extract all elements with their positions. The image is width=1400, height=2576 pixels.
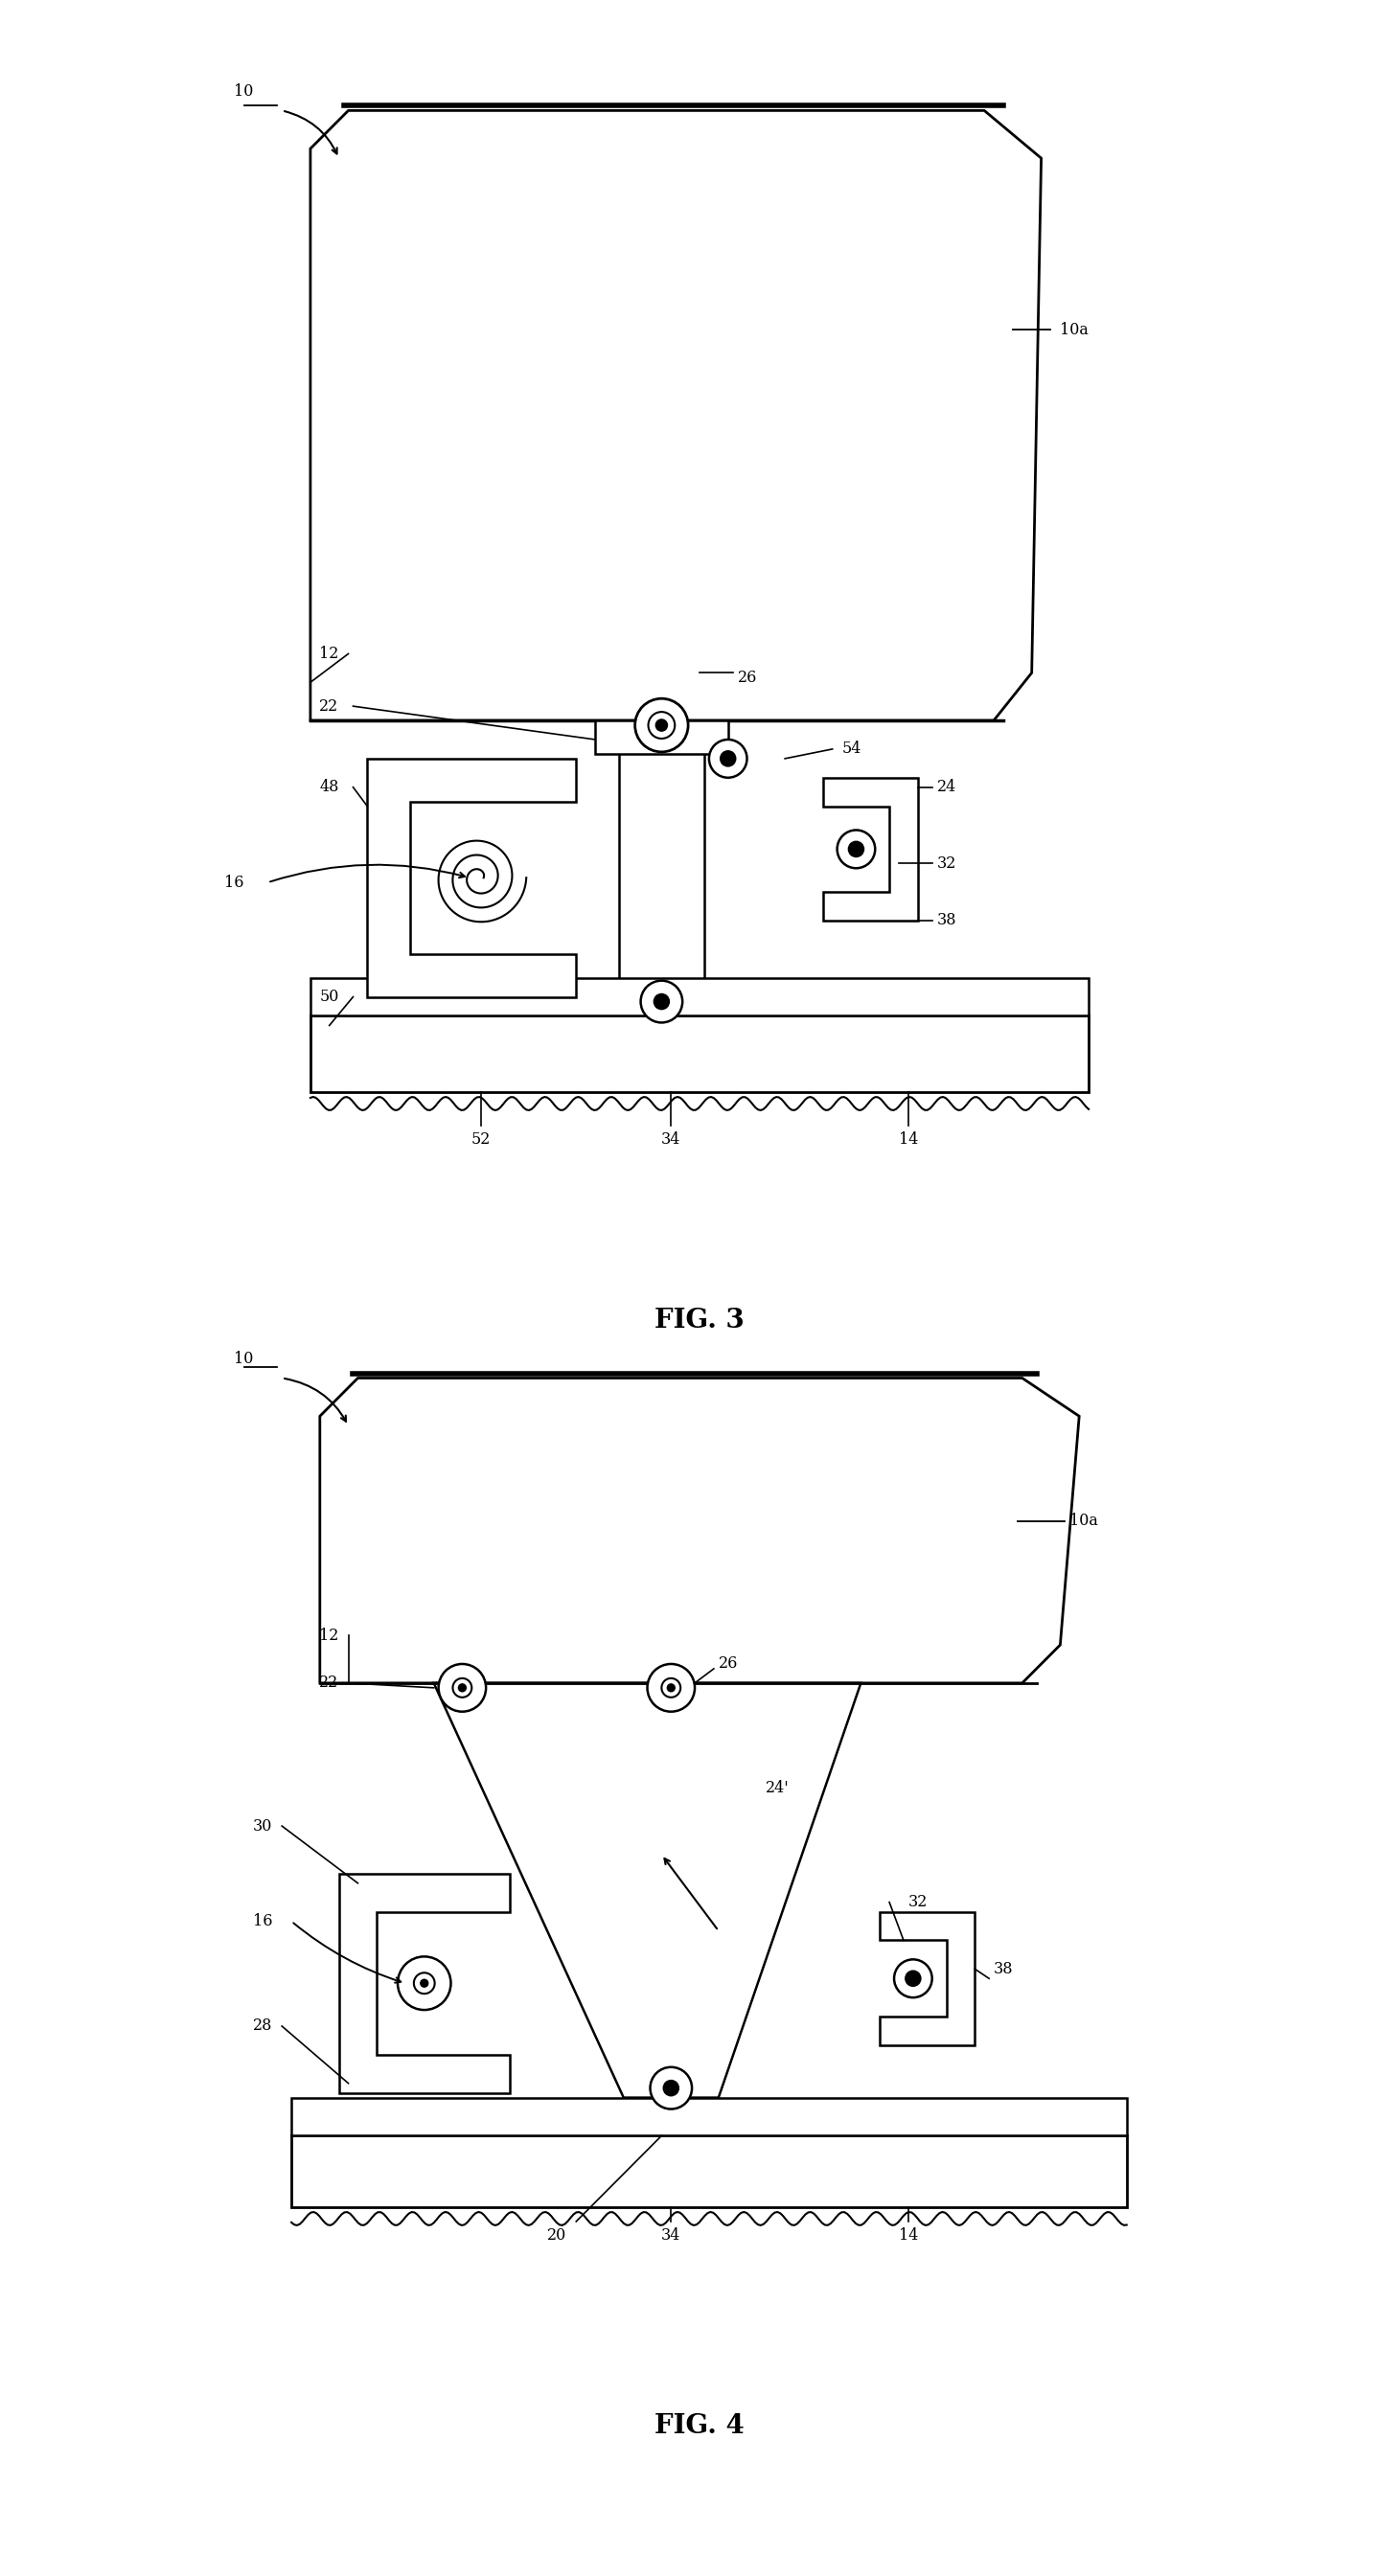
Text: 20: 20 (547, 2228, 567, 2244)
Circle shape (458, 1685, 466, 1692)
Text: 26: 26 (738, 670, 757, 685)
Circle shape (708, 739, 748, 778)
Text: 34: 34 (661, 1131, 680, 1149)
Text: 34: 34 (661, 2228, 680, 2244)
Text: 12: 12 (319, 1628, 339, 1643)
Text: 26: 26 (718, 1656, 738, 1672)
Polygon shape (291, 2097, 1127, 2136)
Circle shape (654, 994, 669, 1010)
Circle shape (647, 1664, 694, 1710)
Circle shape (721, 752, 735, 765)
Polygon shape (367, 757, 577, 997)
Polygon shape (619, 721, 704, 1015)
Text: 50: 50 (319, 989, 339, 1005)
Polygon shape (879, 1911, 974, 2045)
Circle shape (848, 842, 864, 858)
Circle shape (452, 1680, 472, 1698)
Text: 54: 54 (841, 742, 861, 757)
Circle shape (668, 1685, 675, 1692)
Text: 16: 16 (224, 873, 244, 891)
Polygon shape (339, 1873, 510, 2092)
Circle shape (648, 711, 675, 739)
Text: 32: 32 (909, 1893, 928, 1911)
Text: 22: 22 (319, 1674, 339, 1692)
Text: 12: 12 (319, 647, 339, 662)
Circle shape (906, 1971, 921, 1986)
Text: 10: 10 (234, 1350, 253, 1368)
Circle shape (650, 2066, 692, 2110)
Polygon shape (311, 1015, 1089, 1092)
Text: 14: 14 (899, 1131, 918, 1149)
Text: 22: 22 (319, 698, 339, 714)
Text: 10: 10 (234, 82, 253, 100)
Text: 38: 38 (994, 1960, 1014, 1978)
Text: 16: 16 (253, 1914, 273, 1929)
Text: FIG. 3: FIG. 3 (655, 1309, 745, 1334)
Polygon shape (424, 997, 871, 1015)
Polygon shape (319, 1378, 1079, 1682)
Text: 10a: 10a (1070, 1512, 1099, 1530)
Text: 24: 24 (937, 778, 956, 796)
Text: 10a: 10a (1060, 322, 1089, 337)
Circle shape (641, 981, 682, 1023)
Text: 38: 38 (937, 912, 956, 930)
Text: FIG. 4: FIG. 4 (655, 2414, 745, 2439)
Text: 48: 48 (319, 778, 339, 796)
Polygon shape (823, 778, 918, 920)
Circle shape (636, 698, 689, 752)
Circle shape (655, 719, 668, 732)
Circle shape (664, 2081, 679, 2097)
Text: 30: 30 (253, 1819, 273, 1834)
Text: 32: 32 (937, 855, 956, 871)
Circle shape (662, 1680, 680, 1698)
Text: 14: 14 (899, 2228, 918, 2244)
Polygon shape (434, 1682, 861, 2097)
Polygon shape (311, 111, 1042, 721)
Circle shape (837, 829, 875, 868)
Text: 28: 28 (253, 2017, 273, 2035)
Text: 52: 52 (472, 1131, 491, 1149)
Text: 24': 24' (766, 1780, 790, 1795)
Circle shape (438, 1664, 486, 1710)
Circle shape (398, 1958, 451, 2009)
Circle shape (420, 1978, 428, 1986)
Polygon shape (595, 721, 728, 755)
Polygon shape (311, 979, 1089, 1015)
Polygon shape (291, 2136, 1127, 2208)
Circle shape (414, 1973, 435, 1994)
Circle shape (895, 1960, 932, 1996)
